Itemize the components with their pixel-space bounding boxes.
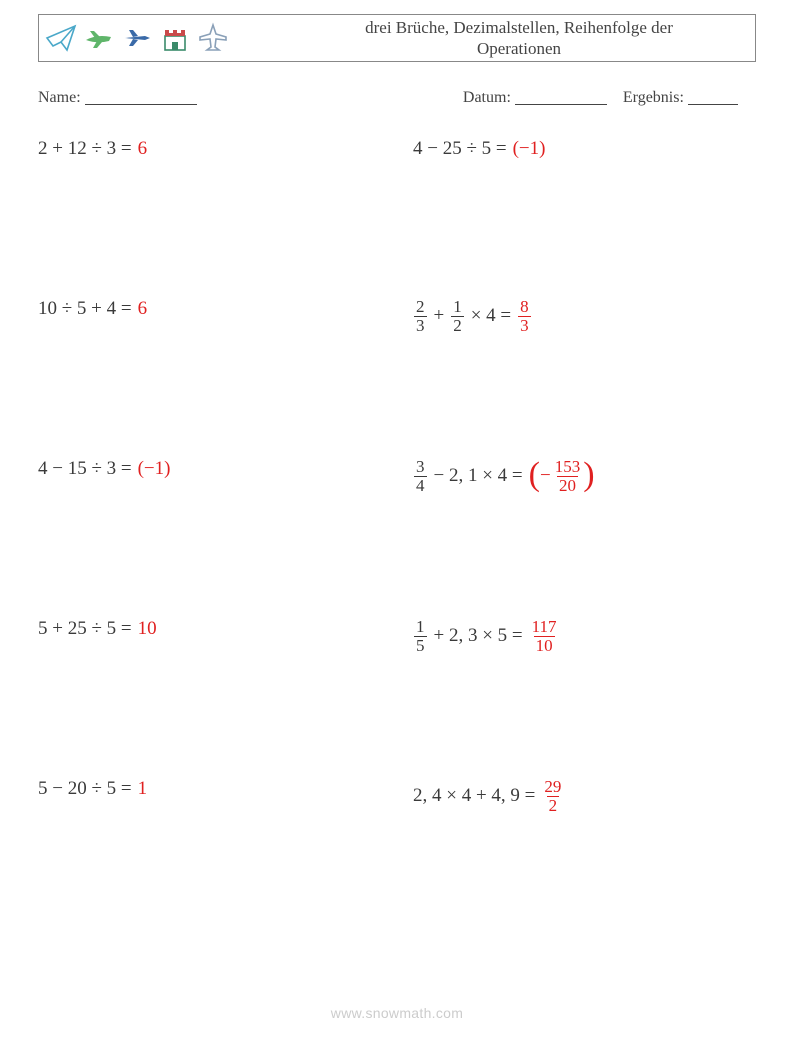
answer: 11710 [530,618,559,655]
problems-grid: 2 + 12 ÷ 3 = 64 − 25 ÷ 5 = (−1)10 ÷ 5 + … [38,130,756,930]
expression-text: − 2, 1 × 4 = [434,465,523,487]
problem-right: 15 + 2, 3 × 5 = 11710 [397,618,756,655]
expression: 4 − 15 ÷ 3 = [38,458,132,480]
problem-left: 4 − 15 ÷ 3 = (−1) [38,458,397,480]
expression: 10 ÷ 5 + 4 = [38,298,132,320]
expression-text: × 4 = [471,305,511,327]
answer: (−1) [138,458,171,480]
header-icons [39,22,229,54]
worksheet-title: drei Brüche, Dezimalstellen, Reihenfolge… [229,15,755,62]
problem-row: 4 − 15 ÷ 3 = (−1)34 − 2, 1 × 4 = (−15320… [38,450,756,610]
plane-top-icon [197,22,229,54]
name-field: Name: [38,86,433,107]
expression-text: 2, 4 × 4 + 4, 9 = [413,785,535,807]
title-line-1: drei Brüche, Dezimalstellen, Reihenfolge… [365,18,673,37]
result-blank [688,89,738,105]
problem-left: 10 ÷ 5 + 4 = 6 [38,298,397,320]
problem-left: 5 − 20 ÷ 5 = 1 [38,778,397,800]
header-box: drei Brüche, Dezimalstellen, Reihenfolge… [38,14,756,62]
title-line-2: Operationen [477,39,561,58]
expression: 4 − 25 ÷ 5 = [413,138,507,160]
expression: 5 − 20 ÷ 5 = [38,778,132,800]
expression: 2 + 12 ÷ 3 = [38,138,132,160]
answer: 6 [138,298,148,320]
problem-right: 34 − 2, 1 × 4 = (−15320) [397,458,756,495]
date-label: Datum: [463,89,511,106]
problem-right: 23 + 12 × 4 = 83 [397,298,756,335]
expression: 5 + 25 ÷ 5 = [38,618,132,640]
problem-left: 2 + 12 ÷ 3 = 6 [38,138,397,160]
answer: 292 [542,778,563,815]
fraction: 15320 [553,458,583,495]
expression-text: + [434,305,445,327]
fraction: 15 [414,618,427,655]
answer: 83 [518,298,531,335]
answer: (−1) [513,138,546,160]
fraction: 34 [414,458,427,495]
footer-url: www.snowmath.com [0,1005,794,1021]
info-row: Name: Datum: Ergebnis: [38,86,756,107]
problem-right: 2, 4 × 4 + 4, 9 = 292 [397,778,756,815]
problem-right: 4 − 25 ÷ 5 = (−1) [397,138,756,160]
name-blank [85,89,197,105]
answer: 10 [138,618,157,640]
answer: 6 [138,138,148,160]
problem-row: 2 + 12 ÷ 3 = 64 − 25 ÷ 5 = (−1) [38,130,756,290]
paper-plane-icon [45,22,77,54]
castle-icon [159,22,191,54]
answer: 1 [138,778,148,800]
date-result-fields: Datum: Ergebnis: [433,86,756,107]
fraction: 12 [451,298,464,335]
plane-side-icon [83,22,115,54]
fraction: 23 [414,298,427,335]
answer: (−15320) [529,458,595,495]
result-label: Ergebnis: [623,89,684,106]
date-blank [515,89,607,105]
expression-text: + 2, 3 × 5 = [434,625,523,647]
name-label: Name: [38,89,81,106]
problem-row: 5 − 20 ÷ 5 = 12, 4 × 4 + 4, 9 = 292 [38,770,756,930]
problem-left: 5 + 25 ÷ 5 = 10 [38,618,397,640]
problem-row: 5 + 25 ÷ 5 = 1015 + 2, 3 × 5 = 11710 [38,610,756,770]
jet-icon [121,22,153,54]
problem-row: 10 ÷ 5 + 4 = 623 + 12 × 4 = 83 [38,290,756,450]
